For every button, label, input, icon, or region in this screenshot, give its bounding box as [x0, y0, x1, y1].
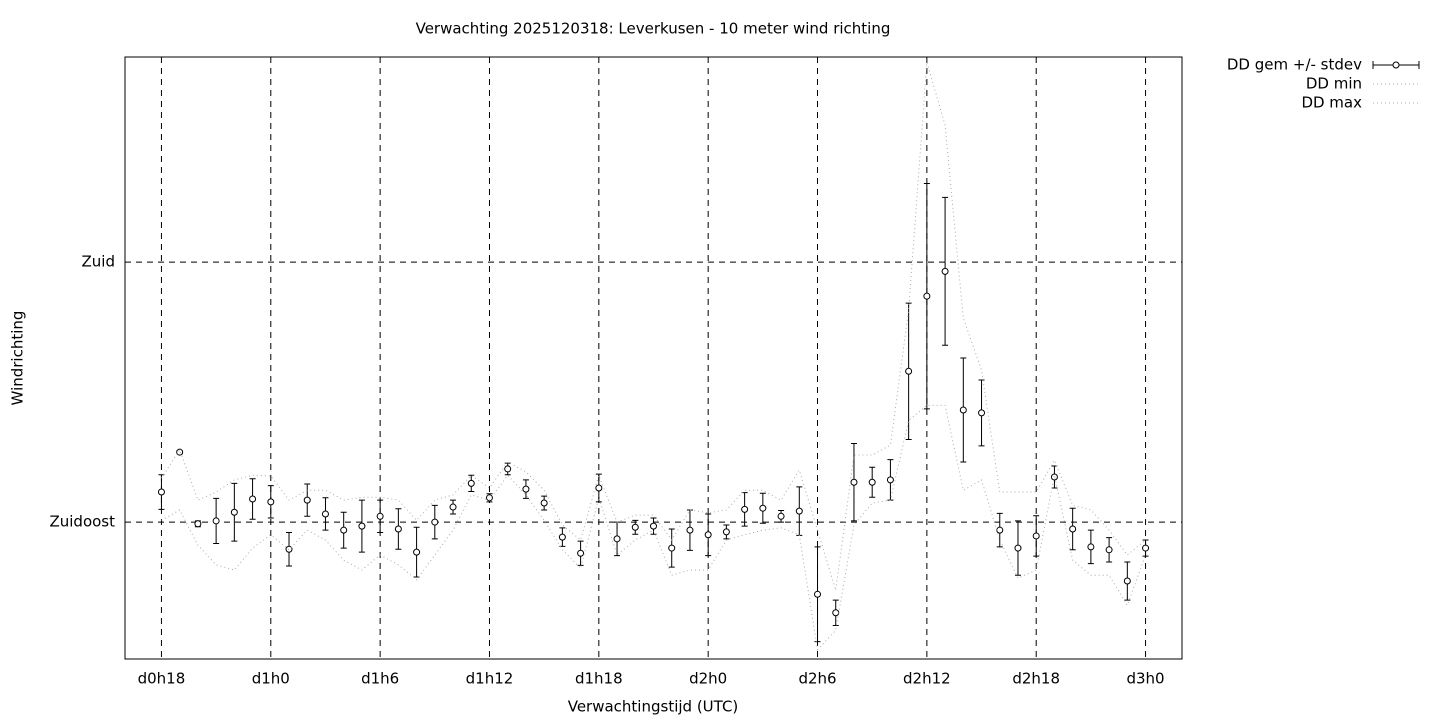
data-point — [905, 367, 913, 375]
data-point — [978, 409, 986, 417]
data-point — [996, 526, 1004, 534]
legend-label: DD max — [1301, 94, 1362, 112]
x-tick-label: d1h6 — [361, 670, 399, 688]
data-point — [650, 522, 657, 530]
data-point — [212, 517, 220, 525]
data-point — [394, 525, 402, 533]
data-point — [1069, 525, 1077, 533]
plot-frame — [124, 56, 1183, 660]
data-point — [303, 496, 311, 504]
data-point — [230, 508, 238, 516]
data-point — [176, 448, 184, 456]
x-tick-label: d2h18 — [1012, 670, 1060, 688]
data-point — [358, 522, 366, 530]
data-point — [795, 507, 803, 515]
series-line — [161, 404, 1147, 651]
data-point — [832, 609, 840, 617]
data-point — [1142, 544, 1150, 552]
data-point — [868, 478, 876, 486]
data-point — [431, 518, 439, 526]
data-point — [668, 544, 676, 552]
data-point — [194, 520, 202, 528]
data-point — [267, 498, 275, 506]
y-tick-label: Zuid — [82, 253, 115, 271]
x-tick-label: d1h0 — [252, 670, 290, 688]
data-point — [522, 485, 530, 493]
data-point — [485, 494, 493, 502]
data-point — [1032, 532, 1040, 540]
data-point — [577, 549, 585, 557]
chart-title: Verwachting 2025120318: Leverkusen - 10 … — [416, 20, 891, 38]
x-tick-label: d2h6 — [798, 670, 836, 688]
y-axis-label: Windrichting — [9, 311, 27, 406]
x-tick-label: d2h0 — [689, 670, 727, 688]
data-point — [631, 523, 639, 531]
data-point — [376, 512, 384, 520]
data-point — [741, 505, 749, 513]
data-point — [686, 526, 694, 534]
data-point — [157, 488, 165, 496]
data-point — [959, 406, 967, 414]
x-tick-label: d1h12 — [466, 670, 514, 688]
data-point — [777, 512, 785, 520]
x-tick-label: d0h18 — [138, 670, 186, 688]
data-point — [850, 478, 858, 486]
data-point — [613, 535, 621, 543]
data-point — [540, 499, 548, 507]
data-point — [1087, 543, 1095, 551]
x-tick-label: d3h0 — [1126, 670, 1164, 688]
data-point — [1105, 546, 1113, 554]
legend-label: DD min — [1306, 75, 1362, 93]
data-point — [759, 504, 767, 512]
data-point — [558, 533, 566, 541]
x-tick-label: d1h18 — [575, 670, 623, 688]
data-point — [941, 267, 949, 275]
data-point — [504, 465, 512, 473]
series-line — [161, 62, 1146, 591]
data-point — [413, 548, 421, 556]
data-point — [886, 476, 894, 484]
data-point — [1014, 544, 1022, 552]
data-point — [340, 526, 348, 534]
legend-label: DD gem +/- stdev — [1227, 56, 1362, 74]
data-point — [923, 292, 931, 300]
data-point — [1123, 577, 1131, 585]
x-tick-label: d2h12 — [903, 670, 951, 688]
data-point — [449, 503, 457, 511]
data-point — [467, 479, 475, 487]
data-point — [249, 495, 257, 503]
y-tick-label: Zuidoost — [49, 513, 115, 531]
data-point — [722, 528, 730, 536]
x-axis-label: Verwachtingstijd (UTC) — [568, 698, 739, 716]
data-point — [595, 484, 603, 492]
data-point — [321, 510, 329, 518]
legend-swatch — [1392, 61, 1400, 69]
data-point — [704, 531, 712, 539]
data-point — [814, 590, 822, 598]
